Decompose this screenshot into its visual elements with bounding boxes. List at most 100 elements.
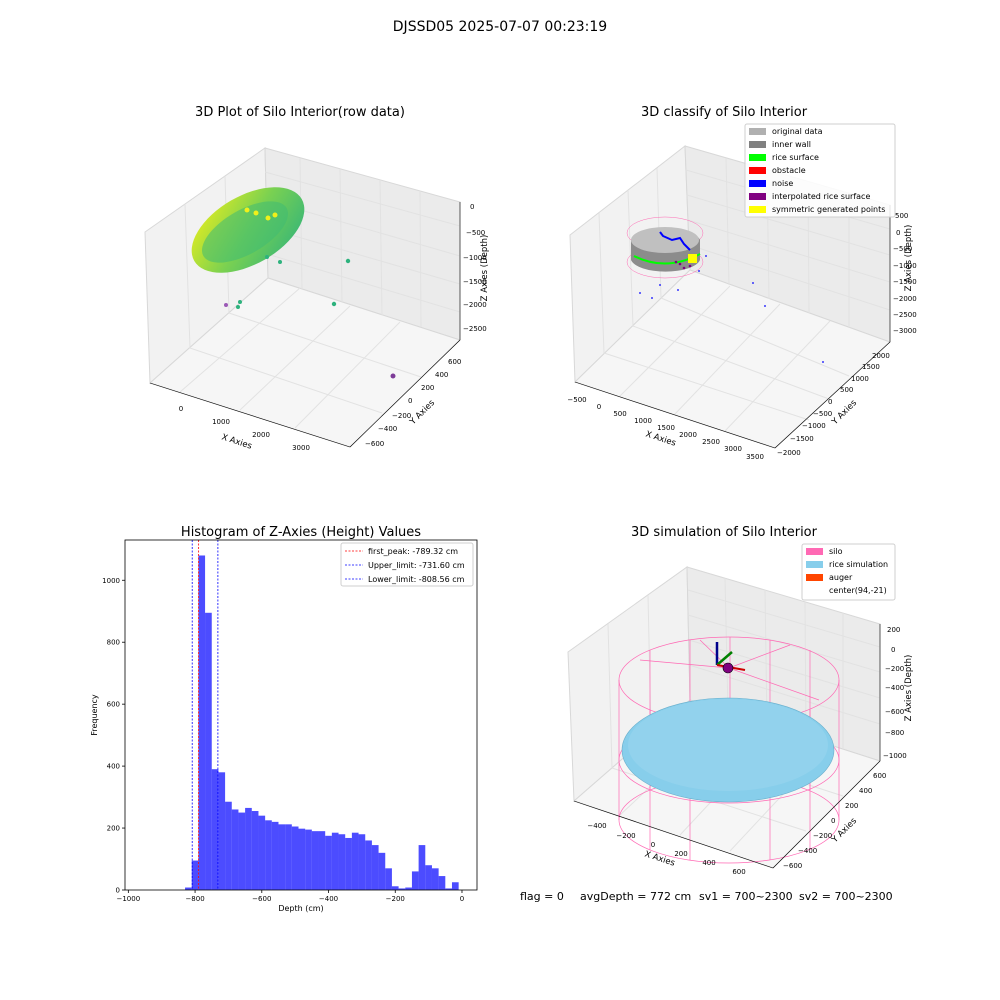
- legend-label-rice-surface: rice surface: [772, 153, 819, 162]
- hist-xtick-label: −400: [319, 895, 338, 903]
- svg-text:−1000: −1000: [802, 422, 826, 430]
- svg-text:2000: 2000: [679, 431, 697, 439]
- svg-text:−2500: −2500: [463, 325, 487, 333]
- hist-bar: [391, 886, 399, 890]
- svg-text:−3000: −3000: [893, 327, 917, 335]
- svg-text:500: 500: [613, 410, 626, 418]
- raw-grid: [179, 157, 461, 429]
- legend-swatch-inner-wall: [749, 141, 766, 148]
- hist-bar: [398, 888, 406, 890]
- svg-text:−1000: −1000: [883, 752, 907, 760]
- svg-text:−600: −600: [365, 440, 384, 448]
- raw-outlier-far: [390, 373, 396, 379]
- sim-x-ticks: −400 −200 0 200 400 600: [587, 822, 745, 876]
- hist-bar: [271, 821, 279, 890]
- svg-text:−600: −600: [783, 862, 802, 870]
- panel-raw-3d: 3D Plot of Silo Interior(row data): [144, 105, 490, 452]
- classify-legend: original data inner wall rice surface ob…: [744, 123, 896, 218]
- hist-bar: [425, 865, 432, 890]
- svg-text:−2000: −2000: [463, 301, 487, 309]
- svg-text:−2000: −2000: [893, 295, 917, 303]
- hist-bar: [305, 829, 312, 890]
- classify-xlabel: X Axies: [644, 429, 677, 448]
- svg-text:−500: −500: [813, 410, 832, 418]
- classify-z-ticks: 500 0 −500 −1000 −1500 −2000 −2500 −3000: [893, 212, 917, 335]
- svg-text:−1500: −1500: [463, 278, 487, 286]
- svg-text:−200: −200: [616, 832, 635, 840]
- svg-text:−500: −500: [466, 229, 485, 237]
- hist-xtick-label: −800: [185, 895, 204, 903]
- legend-swatch-noise: [749, 180, 766, 187]
- svg-text:400: 400: [435, 371, 448, 379]
- hist-bar: [331, 832, 339, 890]
- svg-text:3500: 3500: [746, 453, 764, 461]
- hist-bar: [291, 826, 299, 890]
- status-sv1: sv1 = 700~2300: [699, 890, 793, 903]
- svg-text:−400: −400: [798, 847, 817, 855]
- raw-title: 3D Plot of Silo Interior(row data): [195, 105, 405, 120]
- raw-z-ticks: 0 −500 −1000 −1500 −2000 −2500: [463, 203, 487, 333]
- svg-text:1500: 1500: [657, 424, 675, 432]
- svg-text:0: 0: [891, 646, 895, 654]
- svg-text:1000: 1000: [634, 417, 652, 425]
- classify-ylabel: Y Axies: [829, 398, 859, 428]
- hist-bar: [438, 876, 446, 890]
- panel-simulation-3d: 3D simulation of Silo Interior: [567, 525, 914, 876]
- hist-lines: [191, 540, 219, 890]
- hist-bar: [218, 772, 226, 890]
- svg-text:1500: 1500: [862, 363, 880, 371]
- svg-text:400: 400: [702, 859, 715, 867]
- hist-bar: [225, 801, 232, 890]
- hist-ytick-label: 0: [116, 887, 120, 895]
- legend-label-center: center(94,-21): [829, 586, 887, 595]
- hist-bar: [318, 831, 326, 890]
- legend-swatch-rice: [806, 561, 823, 568]
- hist-bar: [378, 852, 386, 890]
- svg-text:1000: 1000: [212, 418, 230, 426]
- raw-x-axis: [149, 382, 351, 448]
- classify-y-ticks: 2000 1500 1000 500 0 −500 −1000 −1500 −2…: [777, 352, 890, 457]
- hist-ylabel: Frequency: [90, 694, 99, 736]
- hist-xtick-label: −1000: [116, 895, 140, 903]
- sim-xlabel: X Axies: [643, 849, 676, 868]
- raw-y-ticks: 600 400 200 0 −200 −400 −600: [365, 358, 461, 448]
- hist-bar: [365, 840, 372, 890]
- sim-rice-highlight: [628, 699, 828, 791]
- legend-swatch-original-data: [749, 128, 766, 135]
- status-sv2: sv2 = 700~2300: [799, 890, 893, 903]
- sim-center-marker: [722, 662, 734, 674]
- hist-ytick-label: 400: [107, 763, 120, 771]
- svg-text:200: 200: [421, 384, 434, 392]
- svg-text:−500: −500: [567, 396, 586, 404]
- raw-outlier-points: [236, 255, 351, 309]
- svg-text:600: 600: [732, 868, 745, 876]
- legend-label-noise: noise: [772, 179, 793, 188]
- sim-legend: silo rice simulation auger center(94,-21…: [801, 543, 896, 601]
- svg-text:600: 600: [448, 358, 461, 366]
- legend-swatch-rice-surface: [749, 154, 766, 161]
- hist-legend: first_peak: -789.32 cm Upper_limit: -731…: [340, 542, 474, 587]
- hist-xlabel: Depth (cm): [278, 904, 323, 913]
- legend-label-original-data: original data: [772, 127, 823, 136]
- svg-text:0: 0: [831, 817, 835, 825]
- hist-bar: [258, 815, 266, 890]
- raw-x-ticks: 0 1000 2000 3000: [179, 405, 310, 452]
- svg-text:3000: 3000: [724, 445, 742, 453]
- raw-yellow-points: [244, 207, 278, 221]
- legend-label-rice: rice simulation: [829, 560, 888, 569]
- hist-bar: [251, 811, 259, 890]
- classify-symmetric-points: [688, 254, 697, 263]
- hist-bar: [325, 835, 332, 890]
- hist-title: Histogram of Z-Axies (Height) Values: [181, 525, 421, 540]
- hist-bar: [205, 612, 212, 890]
- hist-bar: [445, 888, 452, 890]
- svg-text:−2000: −2000: [777, 449, 801, 457]
- hist-bar: [238, 812, 246, 890]
- hist-bar: [338, 834, 346, 890]
- svg-text:0: 0: [470, 203, 474, 211]
- sim-zlabel: Z Axies (Depth): [904, 655, 914, 722]
- hist-bar: [185, 887, 192, 890]
- legend-label-silo: silo: [829, 547, 843, 556]
- classify-original-data: [631, 227, 699, 253]
